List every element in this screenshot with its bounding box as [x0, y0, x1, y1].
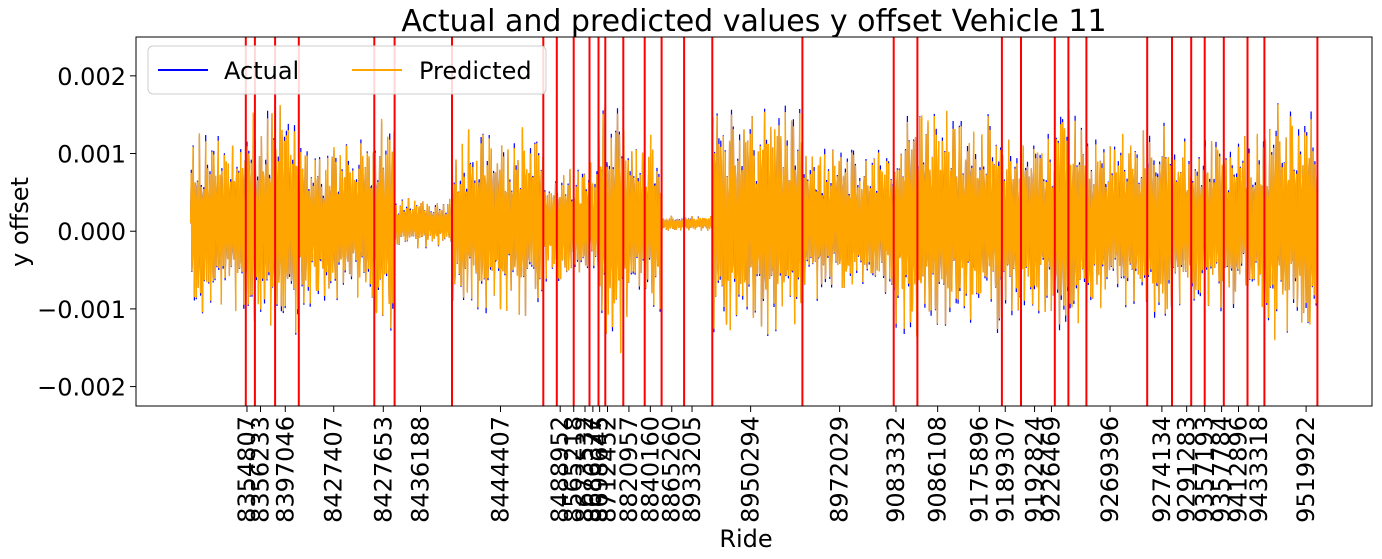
legend-predicted-label: Predicted — [419, 57, 532, 85]
x-tick-label-19: 9083332 — [882, 416, 910, 523]
y-tick-label-3: 0.001 — [57, 141, 126, 169]
y-tick-label-0: −0.002 — [37, 374, 126, 402]
x-tick-label-18: 8972029 — [826, 416, 854, 523]
y-axis-label: y offset — [6, 177, 34, 267]
series-predicted-line — [189, 104, 1319, 354]
x-tick-label-2: 8397046 — [271, 416, 299, 523]
y-axis: −0.002 −0.001 0.000 0.001 0.002 — [37, 63, 136, 402]
x-tick-label-12: 8712452 — [594, 416, 622, 523]
x-tick-label-28: 9357193 — [1191, 416, 1219, 523]
x-tick-label-4: 8427653 — [369, 416, 397, 523]
x-tick-label-13: 8820957 — [615, 416, 643, 523]
x-tick-label-5: 8436188 — [407, 416, 435, 523]
y-tick-label-2: 0.000 — [57, 218, 126, 246]
legend[interactable]: Actual Predicted — [147, 45, 547, 95]
x-tick-label-20: 9086108 — [924, 416, 952, 523]
x-tick-label-29: 9357784 — [1208, 416, 1236, 523]
x-tick-label-14: 8840160 — [636, 416, 664, 523]
x-tick-label-23: 9192824 — [1021, 416, 1049, 523]
x-axis-label: Ride — [719, 525, 772, 553]
x-tick-label-22: 9189307 — [991, 416, 1019, 523]
x-tick-label-32: 9519922 — [1292, 416, 1320, 523]
x-tick-label-26: 9274134 — [1148, 416, 1176, 523]
legend-actual-label: Actual — [224, 57, 299, 85]
legend-frame — [147, 45, 547, 95]
x-tick-label-21: 9175896 — [965, 416, 993, 523]
x-tick-label-6: 8444407 — [487, 416, 515, 523]
x-tick-label-0: 8354807 — [233, 416, 261, 523]
x-tick-label-9: 8673532 — [571, 416, 599, 523]
x-tick-label-1: 8356233 — [247, 416, 275, 523]
x-tick-label-10: 8686377 — [579, 416, 607, 523]
plot-frame — [135, 36, 1373, 407]
y-tick-label-4: 0.002 — [57, 63, 126, 91]
x-tick-label-30: 9412896 — [1225, 416, 1253, 523]
x-tick-label-27: 9291283 — [1173, 416, 1201, 523]
x-tick-label-17: 8950294 — [737, 416, 765, 523]
chart-title: Actual and predicted values y offset Veh… — [401, 4, 1106, 39]
x-tick-label-15: 8865260 — [658, 416, 686, 523]
x-tick-label-11: 8698645 — [586, 416, 614, 523]
x-tick-label-7: 8488952 — [546, 416, 574, 523]
x-tick-label-25: 9269396 — [1096, 416, 1124, 523]
x-tick-label-16: 8933205 — [678, 416, 706, 523]
x-tick-label-24: 9226469 — [1038, 416, 1066, 523]
x-tick-label-8: 8565218 — [560, 416, 588, 523]
x-tick-label-3: 8427407 — [320, 416, 348, 523]
x-tick-label-31: 9433318 — [1245, 416, 1273, 523]
plot-area — [135, 36, 1373, 407]
y-tick-label-1: −0.001 — [37, 296, 126, 324]
